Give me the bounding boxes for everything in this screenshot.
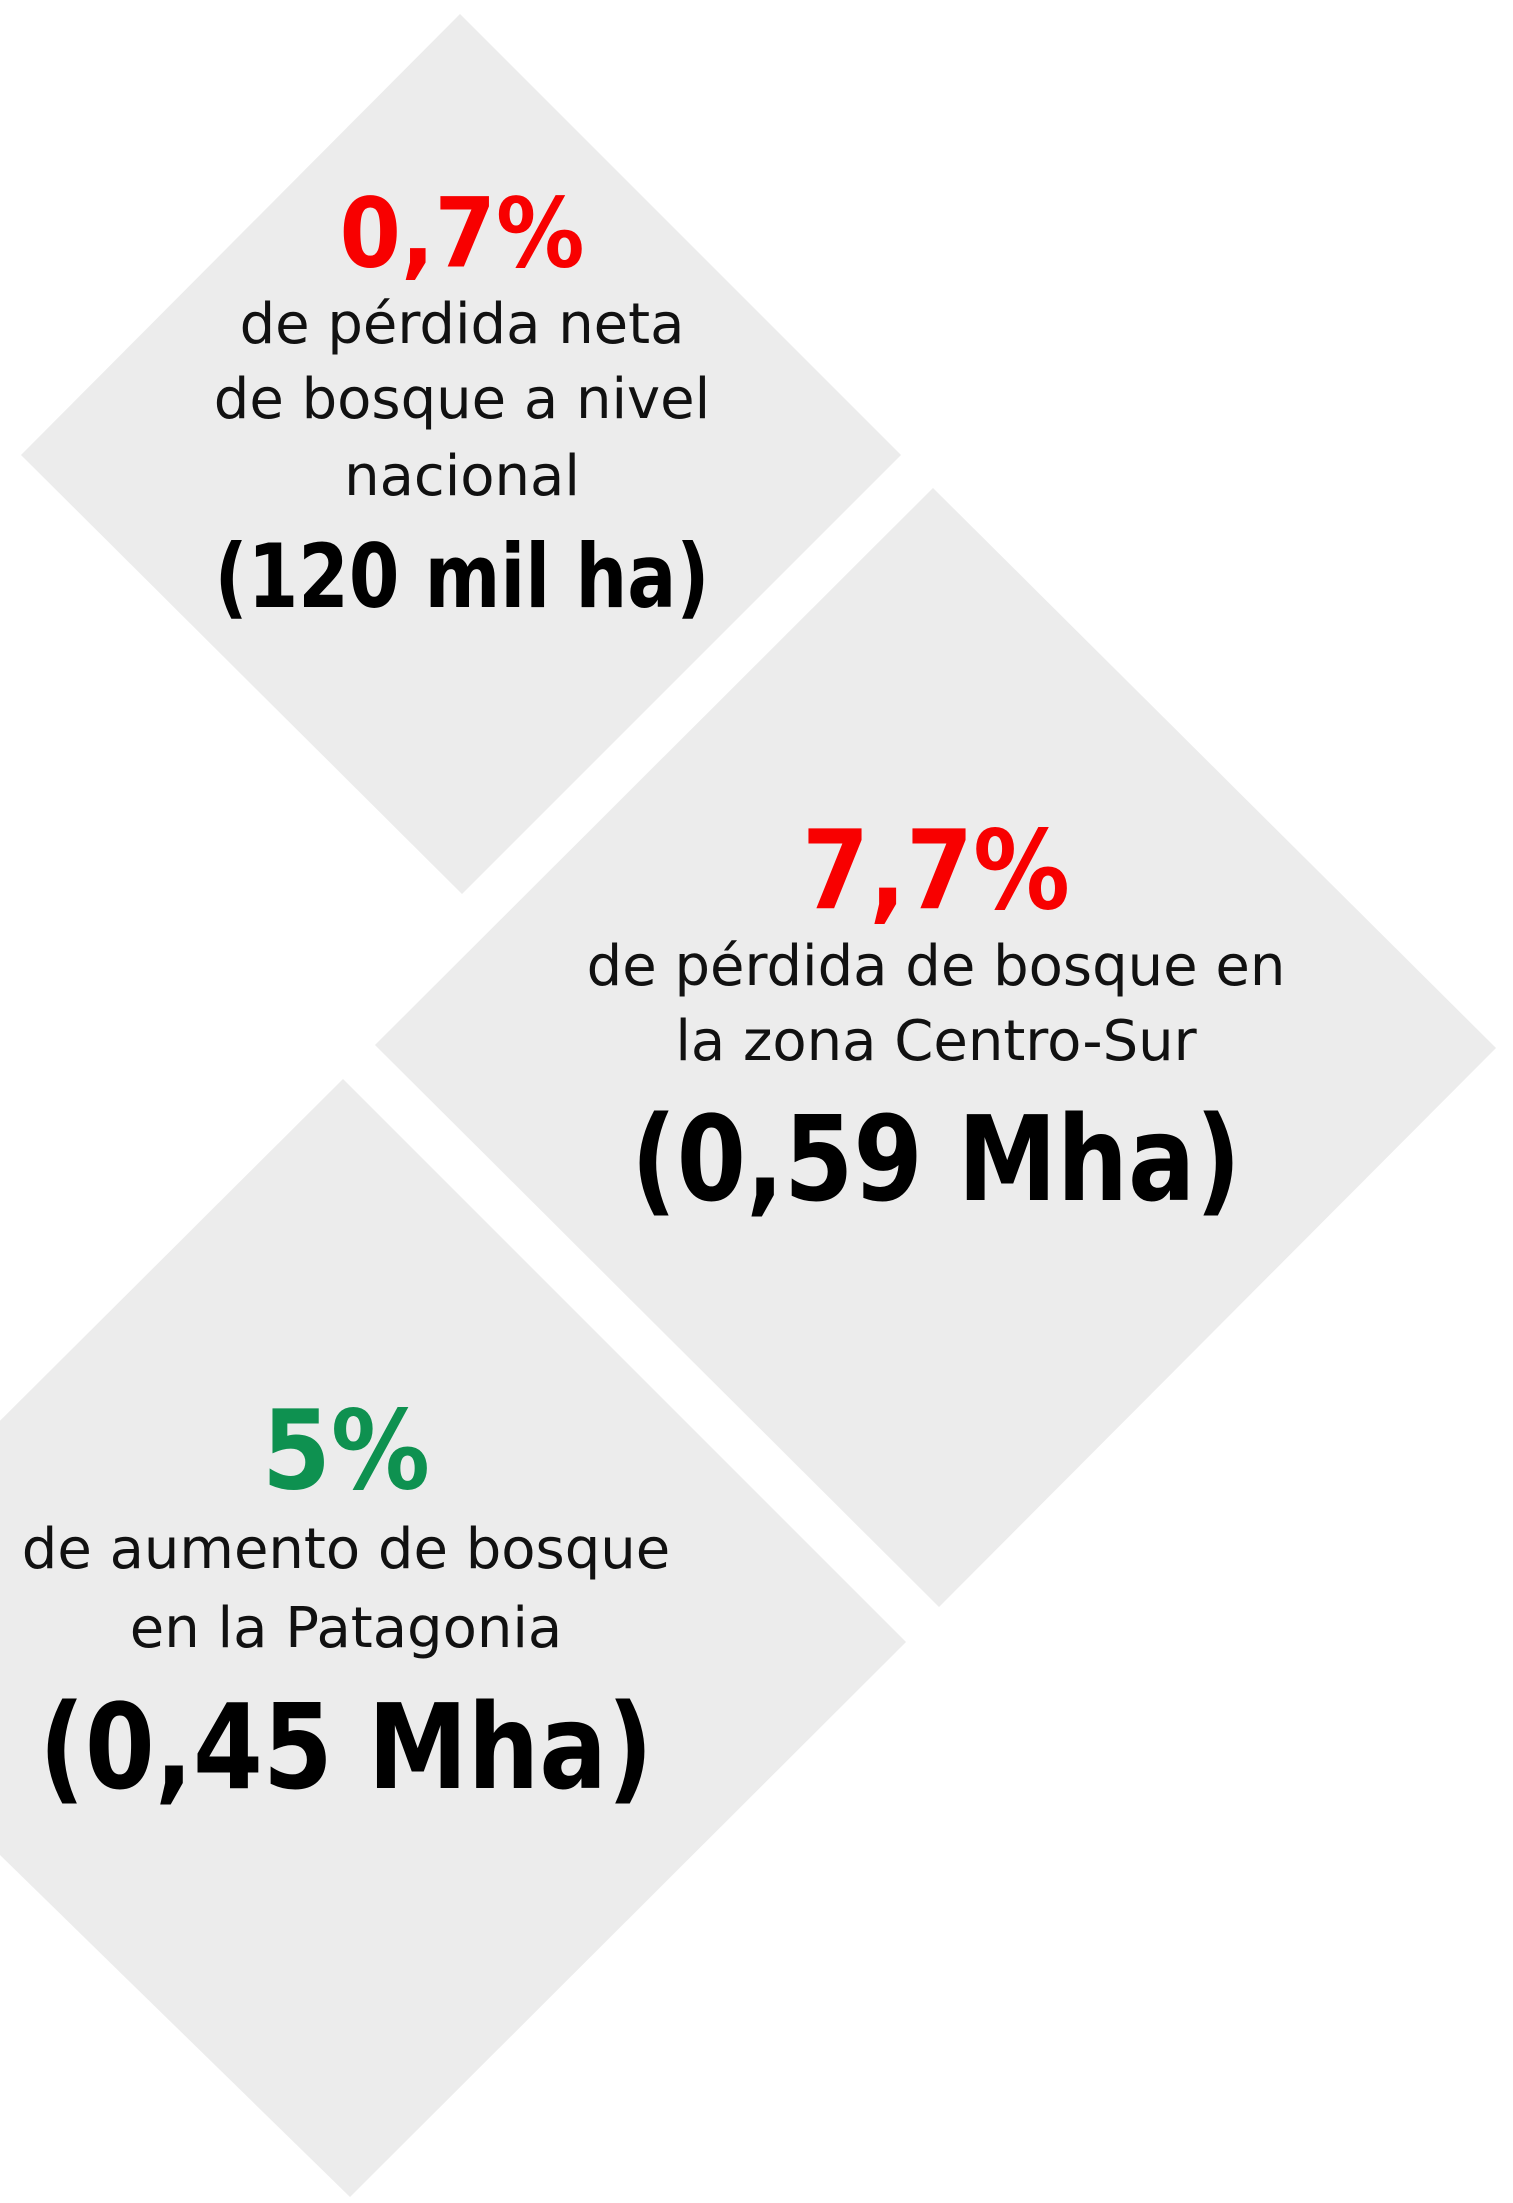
card-value: 0,7% (340, 177, 585, 289)
card-amount: (0,59 Mha) (631, 1090, 1241, 1228)
card-line: de pérdida de bosque en (587, 934, 1286, 999)
card-value: 7,7% (802, 806, 1070, 934)
diamond (21, 14, 901, 894)
card-amount: (0,45 Mha) (39, 1678, 653, 1816)
card-line: de pérdida neta (240, 292, 685, 357)
card-line: de aumento de bosque (22, 1517, 670, 1582)
card-line: la zona Centro-Sur (675, 1009, 1197, 1074)
diamond (375, 488, 1496, 1607)
card-line: en la Patagonia (130, 1596, 562, 1661)
card-value: 5% (262, 1386, 430, 1514)
card-amount: (120 mil ha) (215, 525, 710, 628)
diamond (0, 1079, 906, 2197)
card-line: de bosque a nivel (214, 367, 710, 432)
card-line: nacional (344, 444, 580, 509)
